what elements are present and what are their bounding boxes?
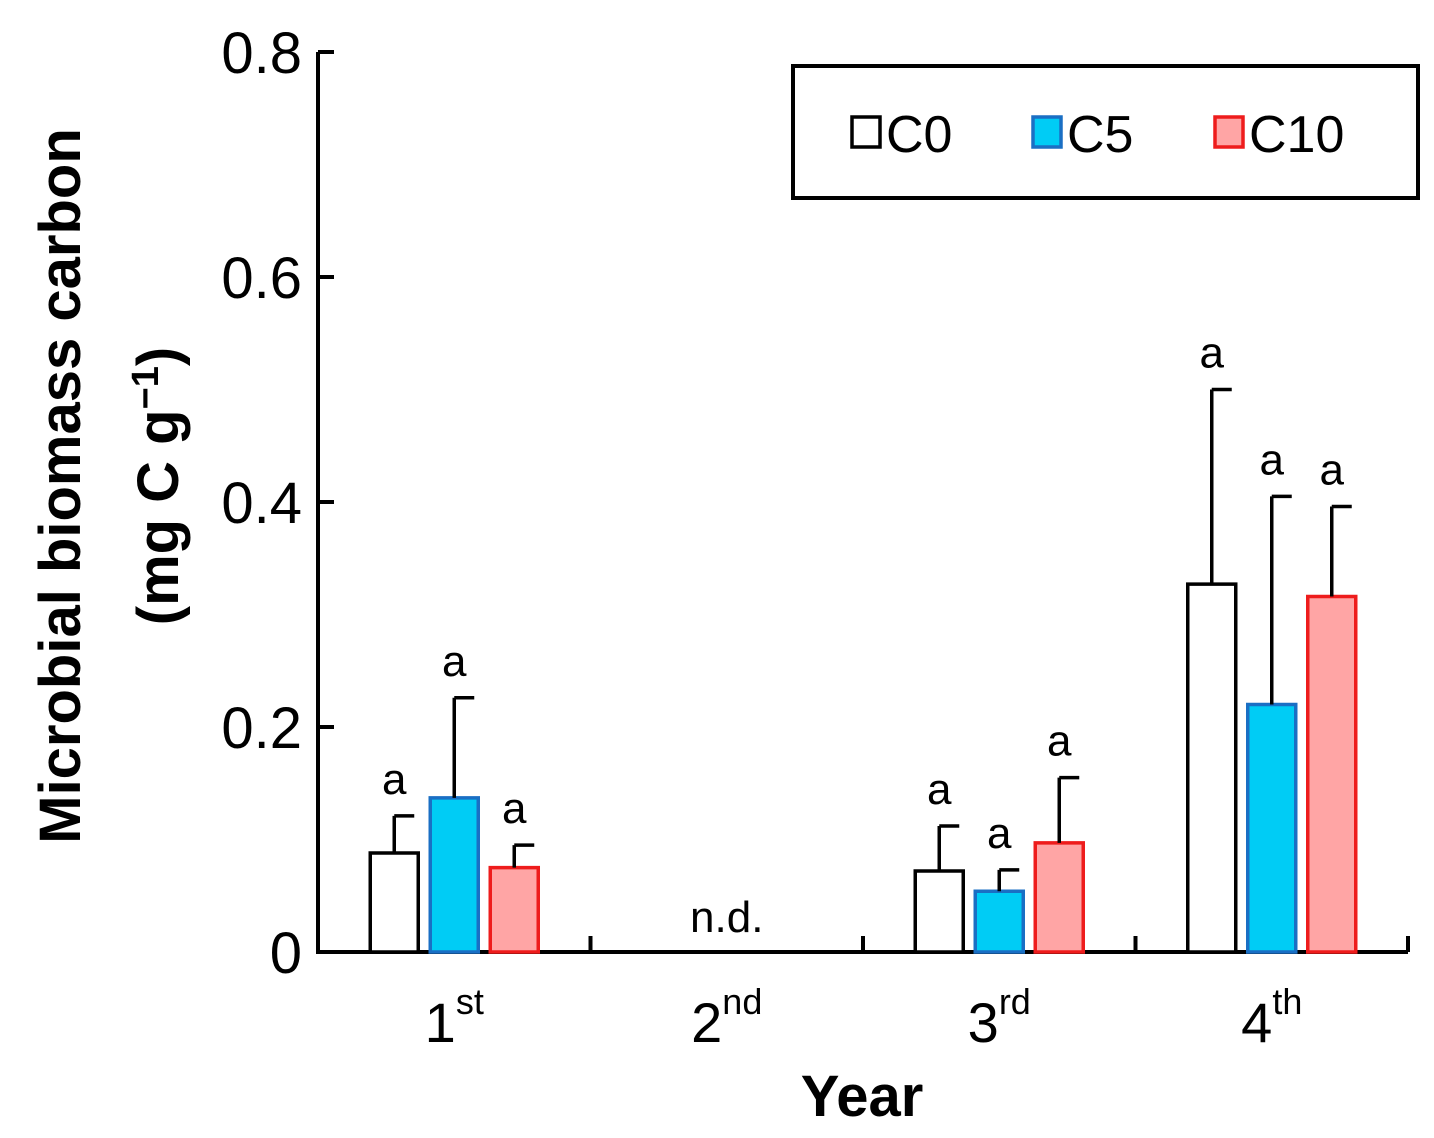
legend-swatch-c0 bbox=[850, 115, 882, 149]
legend-label-c10: C10 bbox=[1249, 106, 1344, 164]
y-tick-label: 0.4 bbox=[221, 471, 302, 536]
x-category-suffix: rd bbox=[999, 981, 1031, 1022]
bars bbox=[368, 387, 1358, 954]
legend-swatch-c10 bbox=[1213, 115, 1245, 149]
y-axis-title: Microbial biomass carbon (mg C g−1) bbox=[28, 128, 191, 844]
x-category-base: 4 bbox=[1241, 991, 1272, 1054]
significance-letter: a bbox=[1260, 435, 1285, 484]
legend: C0 C5 C10 bbox=[791, 64, 1420, 200]
y-tick-label: 0.6 bbox=[221, 246, 302, 311]
x-category-label: 1st bbox=[425, 981, 484, 1054]
significance-letter: a bbox=[987, 809, 1012, 858]
legend-label-c5: C5 bbox=[1067, 106, 1133, 164]
x-category-suffix: th bbox=[1272, 981, 1302, 1022]
bar-c5 bbox=[973, 889, 1025, 954]
legend-box bbox=[791, 64, 1420, 200]
bar-c5 bbox=[1246, 702, 1298, 954]
x-category-base: 3 bbox=[968, 991, 999, 1054]
bar-c0 bbox=[368, 851, 420, 954]
bar-c0 bbox=[913, 869, 965, 954]
bar-c5 bbox=[428, 796, 480, 954]
x-axis-title: Year bbox=[801, 1064, 924, 1129]
y-tick-label: 0.8 bbox=[221, 21, 302, 86]
bar-c10 bbox=[1306, 594, 1358, 954]
x-category-base: 2 bbox=[691, 991, 722, 1054]
bar-c10 bbox=[1033, 841, 1085, 954]
bar-c10 bbox=[488, 865, 540, 954]
not-determined-label: n.d. bbox=[690, 893, 763, 942]
x-category-suffix: nd bbox=[722, 981, 762, 1022]
significance-letter: a bbox=[1047, 717, 1072, 766]
x-category-label: 3rd bbox=[968, 981, 1031, 1054]
y-axis-unit: (mg C g bbox=[126, 409, 191, 625]
legend-label-c0: C0 bbox=[886, 106, 952, 164]
y-tick-label: 0 bbox=[270, 921, 302, 986]
legend-swatch-c5 bbox=[1031, 115, 1063, 149]
x-category-base: 1 bbox=[425, 991, 456, 1054]
significance-letter: a bbox=[1200, 329, 1225, 378]
significance-letter: a bbox=[502, 784, 527, 833]
x-category-label: 4th bbox=[1241, 981, 1302, 1054]
y-axis-title-line2: (mg C g−1) bbox=[125, 347, 191, 626]
significance-letter: a bbox=[927, 765, 952, 814]
x-category-label: 2nd bbox=[691, 981, 762, 1054]
bar-c0 bbox=[1186, 582, 1238, 954]
y-axis-title-line1: Microbial biomass carbon bbox=[28, 128, 93, 844]
significance-letter: a bbox=[442, 637, 467, 686]
y-tick-label: 0.2 bbox=[221, 696, 302, 761]
significance-letter: a bbox=[382, 755, 407, 804]
y-axis-unit-exponent: −1 bbox=[125, 366, 167, 409]
significance-letter: a bbox=[1320, 446, 1345, 495]
x-category-suffix: st bbox=[456, 981, 484, 1022]
y-axis-unit-close: ) bbox=[126, 347, 191, 366]
